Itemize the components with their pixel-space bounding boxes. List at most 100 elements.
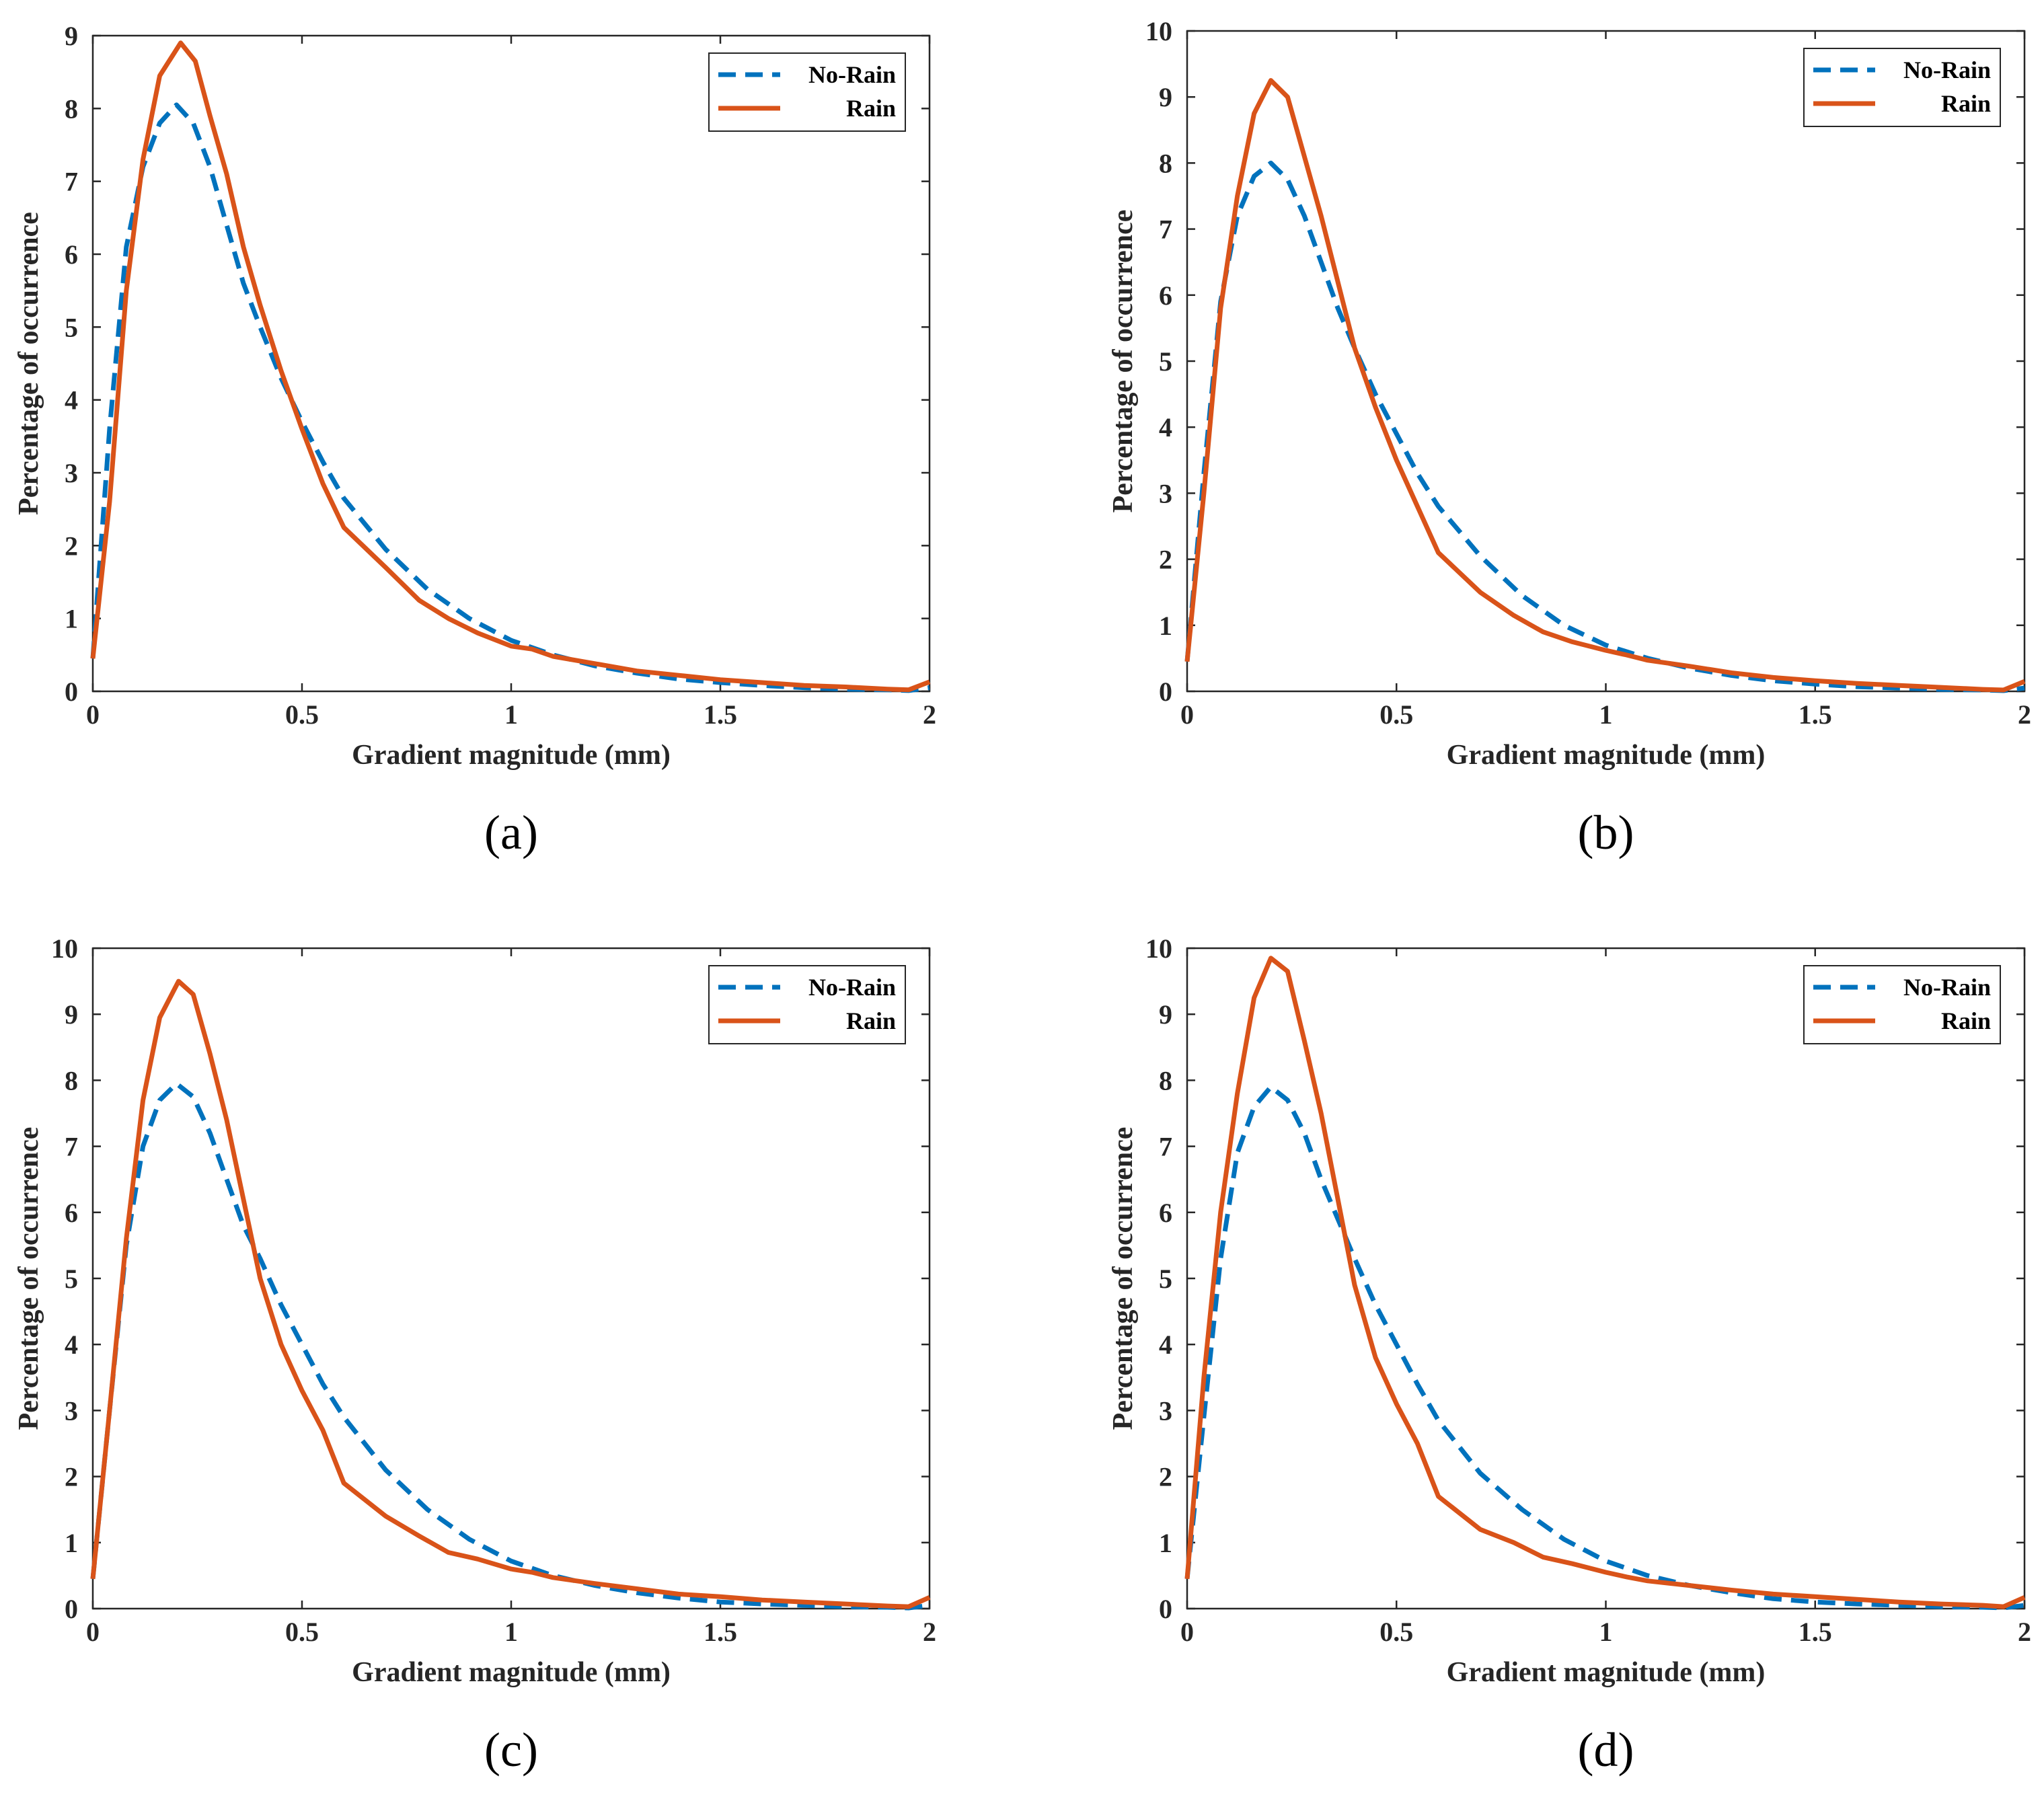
x-tick-label: 1.5: [1799, 699, 1832, 730]
series-line-rain: [1184, 78, 2026, 693]
x-tick-label: 1.5: [704, 1617, 737, 1647]
y-tick-label: 1: [1159, 611, 1172, 641]
y-tick-label: 3: [65, 1395, 78, 1426]
y-tick-label: 5: [1159, 1264, 1172, 1294]
y-tick-label: 5: [65, 312, 78, 342]
legend-label-rain: Rain: [1941, 90, 1991, 117]
y-tick-label: 8: [65, 93, 78, 124]
x-tick-label: 0.5: [1379, 699, 1413, 730]
y-tick-label: 0: [1159, 677, 1172, 707]
x-tick-label: 0.5: [1379, 1617, 1413, 1647]
y-tick-label: 6: [1159, 1198, 1172, 1228]
panel-caption: (b): [1578, 806, 1634, 859]
y-tick-label: 4: [65, 385, 78, 416]
x-tick-label: 2: [923, 699, 936, 730]
y-tick-label: 5: [1159, 346, 1172, 377]
x-tick-label: 1.5: [704, 699, 737, 730]
y-tick-label: 9: [65, 999, 78, 1030]
x-tick-label: 0: [1180, 1617, 1194, 1647]
series-line-no-rain: [1184, 1084, 2025, 1611]
legend-box: [1803, 48, 2001, 127]
y-tick-label: 4: [1159, 412, 1172, 443]
x-tick-label: 1: [1599, 699, 1613, 730]
y-tick-label: 0: [65, 677, 78, 707]
legend-label-rain: Rain: [846, 95, 896, 122]
x-tick-label: 0.5: [285, 699, 319, 730]
legend-box: [708, 52, 906, 132]
plot-frame: [91, 947, 931, 1610]
y-tick-label: 3: [65, 458, 78, 488]
panel-a: 0 0.5 1 1.5 2 0 1 2 3 4 5 6 7 8 9 Gradient magnitude (m…: [13, 21, 936, 859]
x-tick-label: 1: [504, 699, 518, 730]
plot-frame: [91, 34, 931, 693]
y-tick-label: 9: [1159, 999, 1172, 1030]
series-line-rain: [90, 40, 931, 693]
series-line-no-rain: [90, 1081, 930, 1611]
x-axis-label: Gradient magnitude (mm): [352, 740, 671, 771]
x-tick-label: 0: [1180, 699, 1194, 730]
y-tick-label: 2: [65, 531, 78, 561]
panel-caption: (a): [484, 806, 538, 859]
y-axis-label: Percentage of occurrence: [13, 212, 44, 515]
y-tick-label: 6: [65, 239, 78, 270]
y-tick-label: 2: [65, 1462, 78, 1492]
panel-b: 0 0.5 1 1.5 2 0 1 2 3 4 5 6 7 8 9 10 Gradient magnitude …: [1108, 16, 2031, 859]
y-tick-label: 7: [65, 167, 78, 197]
x-tick-label: 2: [923, 1617, 936, 1647]
x-axis-label: Gradient magnitude (mm): [1447, 740, 1766, 771]
y-tick-label: 3: [1159, 478, 1172, 508]
y-tick-label: 1: [1159, 1528, 1172, 1558]
y-axis-label: Percentage of occurrence: [1108, 210, 1139, 513]
y-tick-label: 3: [1159, 1395, 1172, 1426]
panel-caption: (c): [484, 1723, 538, 1777]
y-tick-label: 8: [65, 1065, 78, 1095]
y-tick-label: 7: [65, 1132, 78, 1162]
y-tick-label: 2: [1159, 1462, 1172, 1492]
y-tick-label: 4: [65, 1330, 78, 1360]
y-tick-label: 8: [1159, 1065, 1172, 1095]
legend-box: [1803, 965, 2001, 1044]
y-tick-label: 9: [1159, 82, 1172, 112]
series-line-no-rain: [90, 102, 930, 693]
y-tick-label: 1: [65, 1528, 78, 1558]
y-tick-label: 8: [1159, 148, 1172, 178]
panel-d: 0 0.5 1 1.5 2 0 1 2 3 4 5 6 7 8 9 10 Gradient magnitude …: [1108, 933, 2031, 1777]
x-tick-label: 0: [86, 699, 100, 730]
y-axis-label: Percentage of occurrence: [1108, 1127, 1139, 1430]
x-tick-label: 1: [504, 1617, 518, 1647]
series-line-rain: [1184, 956, 2026, 1609]
x-axis-label: Gradient magnitude (mm): [352, 1657, 671, 1688]
y-tick-label: 6: [65, 1198, 78, 1228]
y-tick-label: 0: [1159, 1594, 1172, 1624]
legend-label-no-rain: No-Rain: [1903, 974, 1991, 1001]
series-line-rain: [90, 978, 931, 1609]
y-tick-label: 7: [1159, 1132, 1172, 1162]
y-tick-label: 2: [1159, 545, 1172, 575]
y-tick-label: 0: [65, 1594, 78, 1624]
panel-c: 0 0.5 1 1.5 2 0 1 2 3 4 5 6 7 8 9 10 Gradient magnitude …: [13, 933, 936, 1777]
legend-label-no-rain: No-Rain: [1903, 56, 1991, 83]
plot-frame: [1186, 947, 2026, 1610]
y-tick-label: 6: [1159, 280, 1172, 311]
y-tick-label: 5: [65, 1264, 78, 1294]
legend-label-rain: Rain: [1941, 1007, 1991, 1034]
legend-box: [708, 965, 906, 1044]
y-tick-label: 10: [1145, 16, 1172, 46]
y-tick-label: 9: [65, 21, 78, 51]
y-tick-label: 10: [1145, 933, 1172, 964]
x-axis-label: Gradient magnitude (mm): [1447, 1657, 1766, 1688]
x-tick-label: 2: [2018, 1617, 2031, 1647]
plot-frame: [1186, 30, 2026, 693]
legend-label-no-rain: No-Rain: [808, 61, 896, 88]
x-tick-label: 1: [1599, 1617, 1613, 1647]
legend-label-rain: Rain: [846, 1007, 896, 1034]
y-tick-label: 7: [1159, 215, 1172, 245]
y-tick-label: 4: [1159, 1330, 1172, 1360]
series-line-no-rain: [1184, 160, 2025, 693]
x-tick-label: 0: [86, 1617, 100, 1647]
panel-caption: (d): [1578, 1723, 1634, 1777]
y-tick-label: 1: [65, 604, 78, 634]
x-tick-label: 1.5: [1799, 1617, 1832, 1647]
y-axis-label: Percentage of occurrence: [13, 1127, 44, 1430]
